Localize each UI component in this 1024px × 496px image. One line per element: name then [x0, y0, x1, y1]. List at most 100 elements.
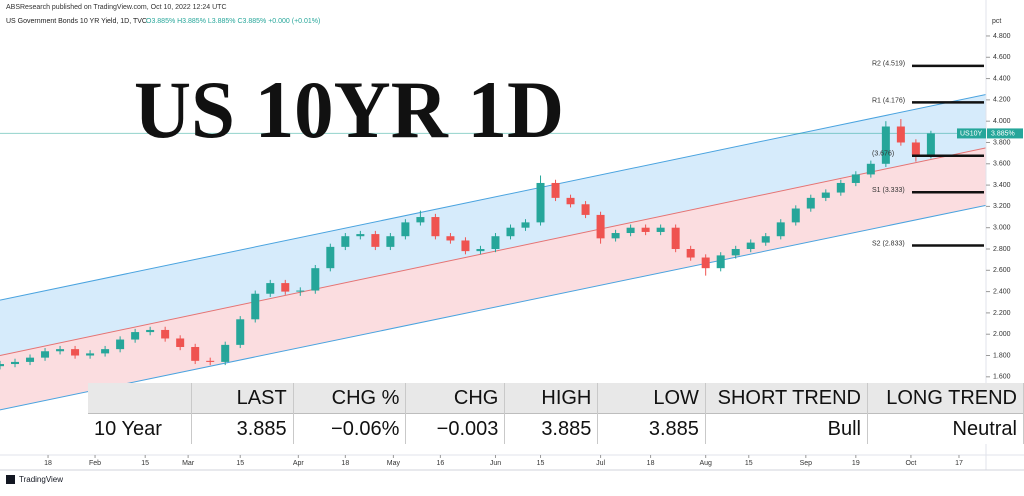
- candle-body: [536, 182, 545, 223]
- candle-body: [731, 248, 740, 256]
- candle-body: [401, 222, 410, 237]
- x-tick-label: 15: [236, 460, 244, 467]
- brand-logo: [6, 475, 15, 484]
- candle-body: [446, 236, 455, 241]
- table-header-cell: HIGH: [504, 383, 599, 414]
- candle-body: [326, 246, 335, 269]
- candle-body: [191, 346, 200, 361]
- x-tick-label: 15: [537, 460, 545, 467]
- x-tick-label: 18: [341, 460, 349, 467]
- table-cell: 10 Year: [88, 413, 193, 444]
- candle-body: [26, 357, 35, 362]
- x-tick-label: Sep: [800, 460, 813, 467]
- y-tick-label: 4.400: [993, 75, 1011, 82]
- candle-body: [821, 192, 830, 198]
- candle-body: [11, 361, 20, 365]
- candle-body: [851, 174, 860, 183]
- table-header-cell: LONG TREND: [867, 383, 1024, 414]
- publisher: ABSResearch published on TradingView.com…: [6, 4, 227, 11]
- x-tick-label: 18: [44, 460, 52, 467]
- plot-area: R2 (4.519) R1 (4.176) (3.676) S1 (3.333) S2 …: [0, 61, 986, 411]
- candle-body: [206, 360, 215, 362]
- x-tick-label: 17: [955, 460, 963, 467]
- candle-body: [656, 227, 665, 232]
- y-tick-label: 2.600: [993, 267, 1011, 274]
- x-tick-label: Jul: [596, 460, 605, 467]
- x-tick-label: 19: [852, 460, 860, 467]
- y-tick-label: 3.400: [993, 182, 1011, 189]
- candle-body: [806, 197, 815, 209]
- channel-upper-line: [0, 94, 986, 301]
- last-price-tag: [987, 128, 1023, 139]
- x-tick-label: Mar: [182, 460, 195, 467]
- candle-body: [926, 133, 935, 156]
- y-tick-label: 3.600: [993, 161, 1011, 168]
- y-unit: pct: [992, 18, 1001, 25]
- channel-lower-line: [0, 204, 986, 411]
- candle-body: [461, 240, 470, 252]
- table-cell: Neutral: [867, 413, 1024, 444]
- y-tick-label: 1.600: [993, 374, 1011, 381]
- candle-body: [506, 227, 515, 237]
- y-tick-label: 3.200: [993, 203, 1011, 210]
- level-label: R2 (4.519): [872, 61, 905, 68]
- table-header-cell: SHORT TREND: [705, 383, 868, 414]
- table-cell: −0.003: [405, 413, 506, 444]
- table-row: 10 Year 3.885 −0.06% −0.003 3.885 3.885 Bull Ne…: [88, 413, 1024, 444]
- y-tick-label: 4.600: [993, 54, 1011, 61]
- candle-body: [56, 349, 65, 352]
- candle-body: [491, 236, 500, 249]
- y-tick-label: 4.000: [993, 118, 1011, 125]
- candle-body: [416, 217, 425, 223]
- candle-body: [161, 329, 170, 339]
- candle-body: [866, 163, 875, 175]
- candle-body: [671, 227, 680, 249]
- x-tick-label: Oct: [905, 460, 916, 467]
- summary-table: LAST CHG % CHG HIGH LOW SHORT TREND LONG TREND…: [88, 383, 1024, 444]
- table-header-cell: LOW: [597, 383, 706, 414]
- candle-body: [641, 227, 650, 232]
- last-price-label: 3.885%: [991, 130, 1015, 137]
- candle-body: [566, 197, 575, 205]
- level-label: S1 (3.333): [872, 187, 905, 194]
- candle-body: [761, 236, 770, 243]
- last-symbol: US10Y: [960, 130, 983, 137]
- candle-body: [776, 222, 785, 237]
- y-tick-label: 2.200: [993, 310, 1011, 317]
- x-tick-label: 18: [647, 460, 655, 467]
- candle-body: [746, 242, 755, 249]
- candle-body: [0, 364, 4, 367]
- chart-title: US 10YR 1D: [134, 64, 564, 155]
- candle-body: [521, 222, 530, 228]
- x-tick-label: May: [387, 460, 401, 467]
- candle-body: [146, 329, 155, 333]
- table-header-cell: LAST: [191, 383, 294, 414]
- channel-middle-line: [0, 147, 986, 357]
- candle-body: [41, 351, 50, 358]
- x-tick-label: 15: [745, 460, 753, 467]
- candle-body: [356, 234, 365, 237]
- candle-body: [431, 217, 440, 237]
- candle-body: [371, 234, 380, 247]
- table-cell: 3.885: [597, 413, 706, 444]
- candle-body: [716, 255, 725, 269]
- table-corner: [88, 383, 193, 414]
- candle-body: [341, 236, 350, 247]
- candle-body: [311, 268, 320, 291]
- candle-body: [701, 257, 710, 269]
- x-tick-label: 16: [436, 460, 444, 467]
- candle-body: [251, 293, 260, 320]
- table-header-row: LAST CHG % CHG HIGH LOW SHORT TREND LONG TREND: [88, 383, 1024, 414]
- candle-body: [236, 319, 245, 345]
- candle-body: [896, 126, 905, 143]
- level-label: R1 (4.176): [872, 97, 905, 104]
- candle-body: [626, 227, 635, 234]
- candle-body: [131, 332, 140, 340]
- y-tick-label: 1.800: [993, 352, 1011, 359]
- candle-body: [791, 208, 800, 223]
- candle-body: [611, 233, 620, 239]
- y-tick-label: 2.000: [993, 331, 1011, 338]
- last-symbol-tag: [957, 128, 986, 139]
- candle-body: [911, 142, 920, 156]
